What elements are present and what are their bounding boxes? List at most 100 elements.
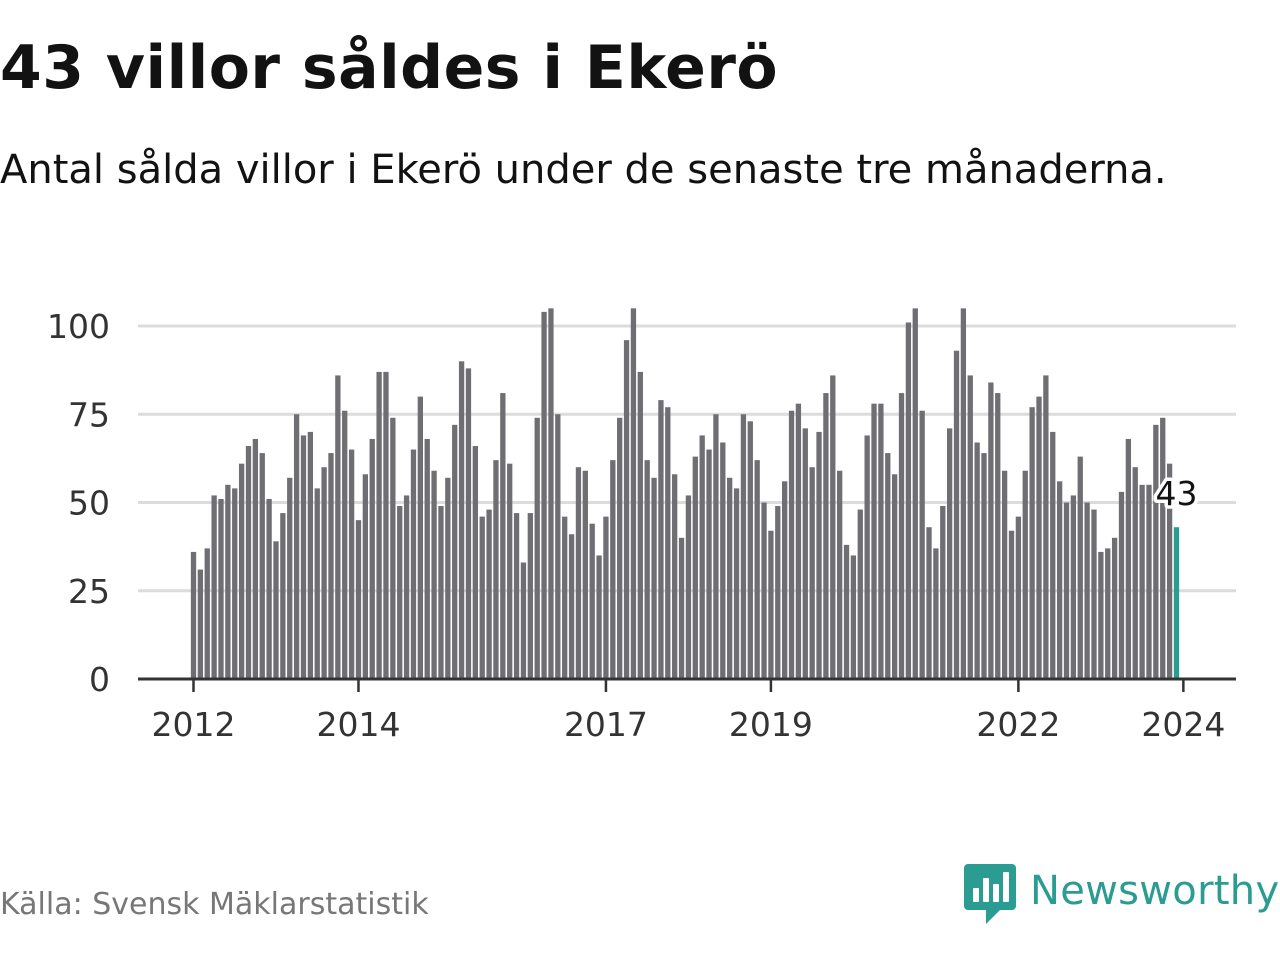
bar <box>300 435 307 679</box>
x-tick-label-2019: 2019 <box>729 705 813 744</box>
bar <box>706 449 712 679</box>
bar <box>582 470 588 679</box>
bar <box>232 488 238 679</box>
bar <box>1015 516 1022 679</box>
bar <box>692 456 698 679</box>
bar <box>342 410 348 679</box>
bar <box>823 393 829 679</box>
bar <box>940 506 946 679</box>
bar <box>995 393 1001 679</box>
bar <box>720 442 726 679</box>
bar <box>1022 470 1028 679</box>
bar <box>960 308 967 679</box>
bar <box>782 481 788 679</box>
bar <box>926 527 932 679</box>
bar <box>830 375 836 679</box>
source-note: Källa: Svensk Mäklarstatistik <box>0 887 429 922</box>
bar <box>596 555 602 679</box>
bar <box>383 371 389 679</box>
bar <box>479 516 485 679</box>
bar <box>238 463 245 679</box>
bar <box>541 311 547 679</box>
bar <box>431 470 437 679</box>
bar <box>1139 484 1145 679</box>
bar <box>974 442 980 679</box>
bar <box>713 414 719 679</box>
bar <box>1056 481 1063 679</box>
bar <box>857 509 863 679</box>
bar <box>314 488 320 679</box>
bar <box>335 375 341 679</box>
bar <box>1125 438 1132 679</box>
bar <box>225 484 231 679</box>
highlight-value-label: 43 <box>1155 474 1197 513</box>
bar <box>1008 530 1015 679</box>
y-tick-label-25: 25 <box>68 572 110 611</box>
bar <box>809 467 815 679</box>
bar <box>252 438 259 679</box>
bar <box>946 428 953 679</box>
bar <box>816 431 822 679</box>
bar <box>1105 548 1111 679</box>
bar <box>548 308 554 679</box>
bar <box>644 460 650 679</box>
bar <box>919 410 925 679</box>
bar <box>465 368 472 679</box>
bar <box>355 520 362 679</box>
bar <box>527 513 533 679</box>
bar <box>775 506 781 679</box>
bar <box>575 467 582 679</box>
y-tick-label-75: 75 <box>68 395 110 434</box>
bar <box>871 403 877 679</box>
bar <box>190 551 197 679</box>
bar <box>266 498 272 679</box>
bar <box>507 463 513 679</box>
bar <box>589 523 595 679</box>
y-tick-label-0: 0 <box>89 660 110 699</box>
x-tick-label-2024: 2024 <box>1141 705 1225 744</box>
bar <box>513 513 520 679</box>
bar <box>637 371 643 679</box>
bar <box>630 308 637 679</box>
bar <box>568 534 575 679</box>
bar <box>740 414 747 679</box>
bar <box>1029 407 1035 679</box>
bar <box>617 417 623 679</box>
bar <box>878 403 884 679</box>
bar <box>885 453 891 679</box>
bar <box>273 541 279 679</box>
bar <box>1098 551 1104 679</box>
bar <box>534 417 540 679</box>
bar <box>1132 467 1138 679</box>
bar <box>1084 502 1090 679</box>
bar <box>981 453 987 679</box>
bar <box>211 495 217 679</box>
bar <box>665 407 671 679</box>
bar <box>287 477 293 679</box>
bar <box>1091 509 1097 679</box>
x-tick-label-2012: 2012 <box>152 705 236 744</box>
bar <box>424 438 430 679</box>
bar <box>685 495 692 679</box>
bar <box>486 509 492 679</box>
bar <box>376 371 382 679</box>
bar <box>1077 456 1083 679</box>
bar <box>321 467 327 679</box>
bar <box>733 488 740 679</box>
bar <box>1111 537 1118 679</box>
bar <box>623 340 630 679</box>
bar <box>850 555 857 679</box>
bar <box>843 544 850 679</box>
newsworthy-logo-text: Newsworthy <box>1030 868 1280 914</box>
bar <box>788 410 795 679</box>
bar <box>1001 470 1008 679</box>
bar <box>1070 495 1077 679</box>
bar-chart: 0 25 50 75 100 2012 2014 2017 2019 2022 2024 43 <box>47 307 1236 744</box>
newsworthy-logo-icon <box>964 864 1016 924</box>
highlight-annotation: 43 <box>1152 471 1201 517</box>
bar <box>410 449 417 679</box>
bar <box>672 474 678 679</box>
bar <box>397 506 403 679</box>
bar <box>218 498 224 679</box>
bar <box>1036 396 1042 679</box>
